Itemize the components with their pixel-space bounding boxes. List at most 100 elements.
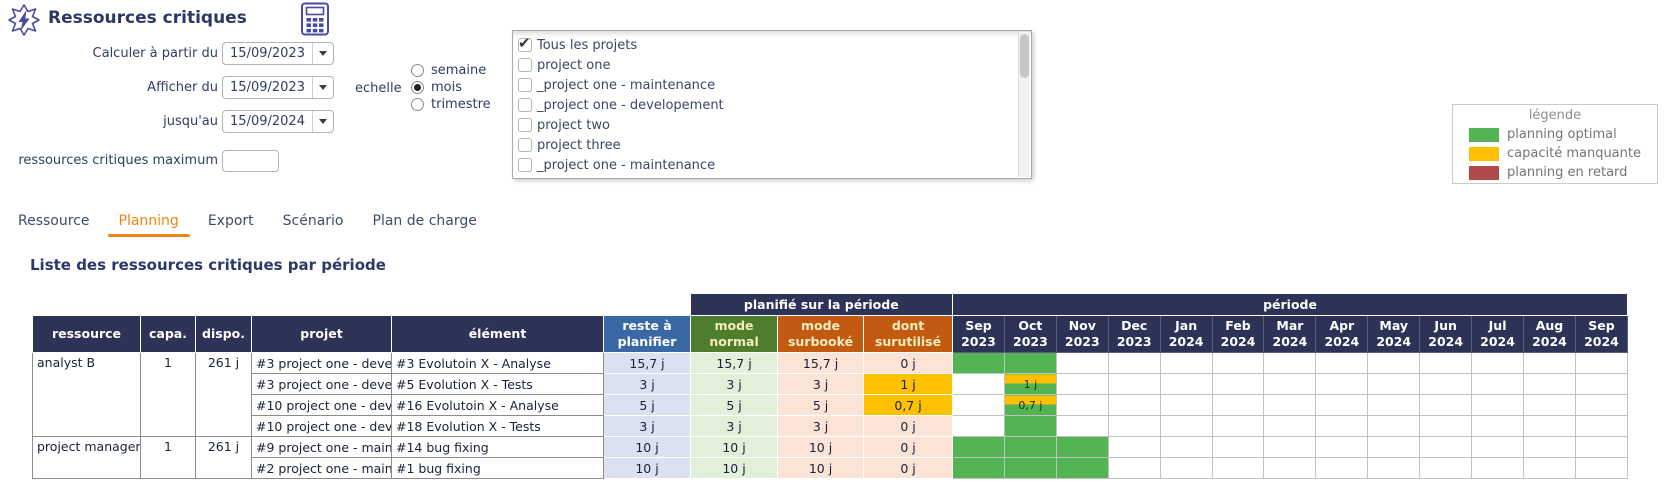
checkbox-icon[interactable] — [518, 78, 532, 92]
gantt-cell — [1574, 415, 1629, 437]
gantt-cell — [1263, 436, 1317, 458]
reste-cell: 3 j — [602, 373, 692, 395]
list-item[interactable]: project three — [513, 135, 1031, 155]
gantt-cell — [1315, 352, 1369, 374]
list-item-label: _project one - maintenance — [537, 77, 716, 93]
gantt-cell — [1055, 436, 1109, 458]
list-item[interactable]: _project one - maintenance — [513, 155, 1031, 175]
page-title: Ressources critiques — [48, 8, 247, 28]
gantt-cell — [1574, 373, 1629, 395]
gantt-cell — [1003, 352, 1057, 374]
chevron-down-icon[interactable] — [312, 111, 333, 132]
gantt-cell — [1471, 373, 1525, 395]
checkbox-icon[interactable] — [518, 98, 532, 112]
resource-cell: project manager — [32, 436, 141, 479]
list-item[interactable]: project two — [513, 115, 1031, 135]
radio-icon[interactable] — [411, 80, 424, 94]
gantt-cell — [1471, 457, 1525, 479]
checkbox-icon[interactable] — [518, 158, 532, 172]
radio-icon[interactable] — [411, 97, 424, 111]
until-value: 15/09/2024 — [230, 114, 305, 129]
table-row: #2 project one - maintenance #1 bug fixi… — [33, 457, 1629, 479]
checkbox-icon[interactable] — [518, 58, 532, 72]
radio-label: semaine — [431, 62, 487, 78]
radio-semaine[interactable]: semaine — [411, 62, 491, 78]
gantt-cell — [1055, 457, 1109, 479]
gantt-cell — [1107, 415, 1161, 437]
gantt-cell — [1523, 415, 1576, 437]
tab-planning[interactable]: Planning — [107, 211, 191, 237]
checkbox-icon[interactable] — [518, 138, 532, 152]
gantt-cell — [1107, 436, 1161, 458]
scrollbar-thumb[interactable] — [1020, 34, 1029, 78]
gantt-cell — [1211, 457, 1265, 479]
max-resources-input[interactable] — [222, 150, 279, 172]
gantt-cell — [1159, 436, 1213, 458]
check-icon[interactable] — [518, 34, 532, 52]
color-swatch-green — [1469, 127, 1499, 142]
gantt-cell — [1367, 457, 1421, 479]
radio-icon[interactable] — [411, 63, 424, 77]
surbooke-cell: 15,7 j — [777, 352, 865, 374]
gantt-cell — [952, 352, 1005, 374]
calc-from-label: Calculer à partir du — [92, 46, 218, 61]
col-header-reste: reste à planifier — [602, 315, 692, 353]
gantt-cell — [1471, 415, 1525, 437]
gantt-cell — [1315, 457, 1369, 479]
list-item[interactable]: _project one - maintenance — [513, 75, 1031, 95]
gantt-cell — [1419, 394, 1473, 416]
gantt-cell — [1367, 352, 1421, 374]
gantt-cell — [1523, 436, 1576, 458]
tab-plan-de-charge[interactable]: Plan de charge — [372, 213, 477, 229]
gantt-cell — [1263, 394, 1317, 416]
until-select[interactable]: 15/09/2024 — [222, 110, 334, 133]
gantt-cell — [1107, 352, 1161, 374]
list-item-label: project two — [537, 117, 610, 133]
calculator-icon[interactable] — [299, 2, 331, 36]
chevron-down-icon[interactable] — [312, 43, 333, 64]
list-item-all-projects[interactable]: Tous les projets — [513, 34, 1031, 55]
gantt-cell — [1523, 457, 1576, 479]
list-item[interactable]: _project one - developement — [513, 95, 1031, 115]
month-header: Jan 2024 — [1159, 315, 1213, 353]
gantt-cell — [1211, 373, 1265, 395]
scrollbar[interactable] — [1018, 32, 1030, 177]
table-row: project manager 1 261 j #9 project one -… — [32, 436, 1629, 479]
checkbox-icon[interactable] — [518, 118, 532, 132]
dispo-cell: 261 j — [195, 436, 252, 479]
tab-ressource[interactable]: Ressource — [18, 213, 90, 229]
gantt-cell — [1315, 373, 1369, 395]
month-header: Jun 2024 — [1419, 315, 1473, 353]
gantt-cell — [1055, 352, 1109, 374]
month-header: Dec 2023 — [1107, 315, 1161, 353]
month-header: Jul 2024 — [1471, 315, 1525, 353]
surbooke-cell: 5 j — [777, 394, 865, 416]
month-header: Sep 2024 — [1574, 315, 1629, 353]
element-cell: #18 Evolution X - Tests — [391, 415, 604, 437]
resource-cell: analyst B — [32, 352, 141, 437]
projet-cell: #10 project one - developement — [251, 415, 392, 437]
gantt-cell — [1315, 436, 1369, 458]
month-header: Sep 2023 — [952, 315, 1005, 353]
col-header-projet: projet — [251, 315, 392, 353]
radio-mois[interactable]: mois — [411, 79, 491, 95]
dispo-cell: 261 j — [195, 352, 252, 437]
radio-trimestre[interactable]: trimestre — [411, 96, 491, 112]
chevron-down-icon[interactable] — [312, 77, 333, 98]
normal-cell: 10 j — [690, 436, 779, 458]
month-header: Mar 2024 — [1263, 315, 1317, 353]
reste-cell: 5 j — [602, 394, 692, 416]
display-from-select[interactable]: 15/09/2023 — [222, 76, 334, 99]
surutilise-cell: 1 j — [863, 373, 954, 395]
surutilise-cell: 0 j — [863, 457, 954, 479]
list-item[interactable]: project one — [513, 55, 1031, 75]
tab-export[interactable]: Export — [207, 213, 254, 229]
gantt-cell — [1263, 352, 1317, 374]
gantt-cell — [1263, 457, 1317, 479]
until-label: jusqu'au — [163, 114, 218, 129]
project-listbox[interactable]: Tous les projets project one _project on… — [512, 30, 1032, 179]
tab-scenario[interactable]: Scénario — [282, 213, 344, 229]
projet-cell: #3 project one - developement — [251, 373, 392, 395]
calc-from-select[interactable]: 15/09/2023 — [222, 42, 334, 65]
list-item-label: _project one - developement — [537, 97, 724, 113]
